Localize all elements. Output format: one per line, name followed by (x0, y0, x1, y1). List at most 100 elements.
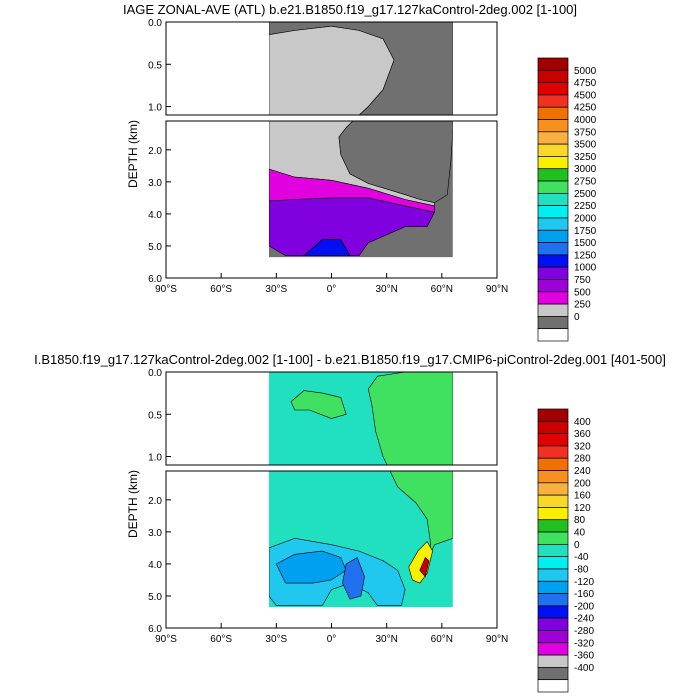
colorbar-label: 160 (574, 491, 591, 502)
colorbar-label: -120 (574, 577, 594, 588)
x-tick-label: 90°S (155, 634, 177, 645)
x-tick-label: 60°N (431, 634, 453, 645)
colorbar-swatch (537, 433, 569, 447)
colorbar-label: 3000 (574, 164, 597, 175)
colorbar-label: 1750 (574, 226, 597, 237)
colorbar-label: 3250 (574, 152, 597, 163)
colorbar-label: 280 (574, 454, 591, 465)
plot-frame-upper (165, 21, 498, 116)
colorbar-swatch (537, 457, 569, 471)
colorbar-label: 80 (574, 515, 586, 526)
colorbar-swatch (537, 667, 569, 681)
colorbar-swatch (537, 119, 569, 133)
y-tick-label: 0.0 (148, 368, 162, 379)
colorbar-label: 5000 (574, 66, 597, 77)
colorbar-label: 240 (574, 466, 591, 477)
colorbar-swatch (537, 303, 569, 317)
colorbar-swatch (537, 556, 569, 570)
colorbar-swatch (537, 593, 569, 607)
colorbar-swatch (537, 131, 569, 145)
colorbar-label: 4000 (574, 115, 597, 126)
y-tick-label: 4.0 (148, 210, 162, 221)
colorbar-swatch (537, 420, 569, 434)
colorbar-label: 1500 (574, 238, 597, 249)
y-tick-label: 3.0 (148, 178, 162, 189)
colorbar-label: -320 (574, 638, 594, 649)
colorbar-swatch (537, 242, 569, 256)
x-tick-label: 30°N (375, 634, 397, 645)
colorbar-label: 500 (574, 287, 591, 298)
colorbar-swatch (537, 205, 569, 219)
colorbar-swatch (537, 279, 569, 293)
colorbar-label: 4250 (574, 103, 597, 114)
chart-title: I.B1850.f19_g17.127kaControl-2deg.002 [1… (34, 352, 666, 367)
colorbar-swatch (537, 229, 569, 243)
colorbar-label: -280 (574, 626, 594, 637)
y-tick-label: 6.0 (148, 624, 162, 635)
y-tick-label: 0.0 (148, 18, 162, 29)
chart-panel-1: IAGE ZONAL-AVE (ATL) b.e21.B1850.f19_g17… (123, 2, 597, 342)
colorbar-label: 2500 (574, 189, 597, 200)
colorbar-swatch (537, 543, 569, 558)
colorbar-label: 0 (574, 540, 580, 551)
colorbar-swatch (537, 654, 569, 668)
contour-fills (268, 372, 453, 608)
colorbar-swatch (537, 605, 569, 619)
colorbar-label: 0 (574, 312, 580, 323)
y-tick-label: 6.0 (148, 274, 162, 285)
colorbar-label: 200 (574, 478, 591, 489)
colorbar-label: 4500 (574, 90, 597, 101)
colorbar-swatch (537, 630, 569, 644)
colorbar-label: 250 (574, 300, 591, 311)
y-axis-label: DEPTH (km) (126, 120, 140, 188)
colorbar-label: 360 (574, 429, 591, 440)
contour-region-6 (408, 541, 433, 584)
colorbar-swatch (537, 445, 569, 459)
colorbar-label: -160 (574, 589, 594, 600)
colorbar-swatch (537, 254, 569, 268)
x-tick-label: 60°S (210, 634, 232, 645)
colorbar-label: -400 (574, 663, 594, 674)
colorbar-label: -200 (574, 601, 594, 612)
contour-fills (268, 22, 453, 258)
contour-region-5 (303, 239, 351, 256)
colorbar-label: 750 (574, 275, 591, 286)
x-tick-label: 60°S (210, 284, 232, 295)
colorbar-label: -40 (574, 552, 589, 563)
plot-frame-upper (165, 371, 498, 466)
colorbar-swatch (537, 217, 569, 231)
colorbar-swatch (537, 316, 569, 330)
colorbar-swatch (537, 408, 569, 422)
contour-region-5 (342, 557, 365, 600)
colorbar-swatch (537, 507, 569, 521)
colorbar-swatch (537, 580, 569, 594)
colorbar-label: 3500 (574, 140, 597, 151)
colorbar-label: 400 (574, 417, 591, 428)
colorbar-label: 1250 (574, 250, 597, 261)
colorbar-swatch (537, 470, 569, 484)
y-tick-label: 3.0 (148, 528, 162, 539)
colorbar-swatch (537, 168, 569, 182)
x-tick-label: 90°N (486, 634, 508, 645)
x-tick-label: 30°S (265, 634, 287, 645)
colorbar-label: 3750 (574, 127, 597, 138)
y-tick-label: 2.0 (148, 146, 162, 157)
x-tick-label: 0° (327, 284, 337, 295)
chart-panel-2: I.B1850.f19_g17.127kaControl-2deg.002 [1… (34, 352, 666, 693)
y-tick-label: 4.0 (148, 560, 162, 571)
colorbar-swatch (537, 291, 569, 305)
colorbar-label: -80 (574, 564, 589, 575)
colorbar-swatch (537, 328, 569, 342)
y-tick-label: 2.0 (148, 496, 162, 507)
colorbar-swatch (537, 568, 569, 582)
colorbar-label: 2250 (574, 201, 597, 212)
colorbar-swatch (537, 617, 569, 631)
colorbar-label: -360 (574, 651, 594, 662)
y-axis-label: DEPTH (km) (126, 470, 140, 538)
colorbar-swatch (537, 494, 569, 508)
colorbar-label: 40 (574, 528, 586, 539)
chart-title: IAGE ZONAL-AVE (ATL) b.e21.B1850.f19_g17… (123, 2, 577, 17)
colorbar-swatch (537, 531, 569, 545)
colorbar-label: 2750 (574, 177, 597, 188)
